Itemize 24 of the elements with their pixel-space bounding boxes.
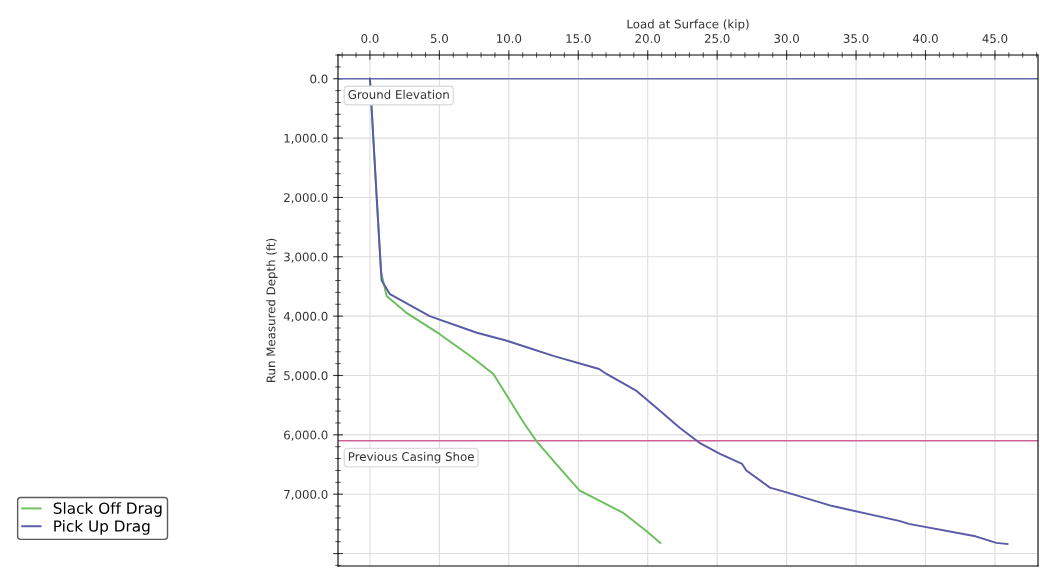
legend-label: Slack Off Drag <box>53 502 162 517</box>
y-tick-label: 7,000.0 <box>284 489 328 501</box>
x-tick-label: 45.0 <box>982 34 1008 43</box>
x-tick-label: 30.0 <box>774 34 799 43</box>
y-tick-label: 6,000.0 <box>284 430 328 441</box>
y-tick-label: 5,000.0 <box>284 371 328 382</box>
x-tick-label: 0.0 <box>361 34 379 43</box>
legend-label: Pick Up Drag <box>54 519 150 535</box>
y-tick-label: 4,000.0 <box>283 311 328 322</box>
y-tick-label: 0.0 <box>310 74 328 84</box>
y-tick-label: 3,000.0 <box>284 252 328 263</box>
y-axis-title: Run Measured Depth (ft) <box>266 238 278 382</box>
x-tick-label: 35.0 <box>843 34 869 43</box>
x-axis-title: Load at Surface (kip) <box>627 19 749 31</box>
ref-line-label: Ground Elevation <box>348 89 449 99</box>
y-tick-label: 2,000.0 <box>284 193 328 204</box>
x-tick-label: 5.0 <box>430 34 448 43</box>
x-tick-label: 25.0 <box>704 34 730 43</box>
ref-line-label: Previous Casing Shoe <box>348 451 474 464</box>
y-tick-label: 1,000.0 <box>284 133 328 144</box>
x-tick-label: 20.0 <box>635 34 661 43</box>
x-tick-label: 40.0 <box>912 34 938 43</box>
x-tick-label: 15.0 <box>566 34 591 43</box>
x-tick-label: 10.0 <box>496 34 522 43</box>
